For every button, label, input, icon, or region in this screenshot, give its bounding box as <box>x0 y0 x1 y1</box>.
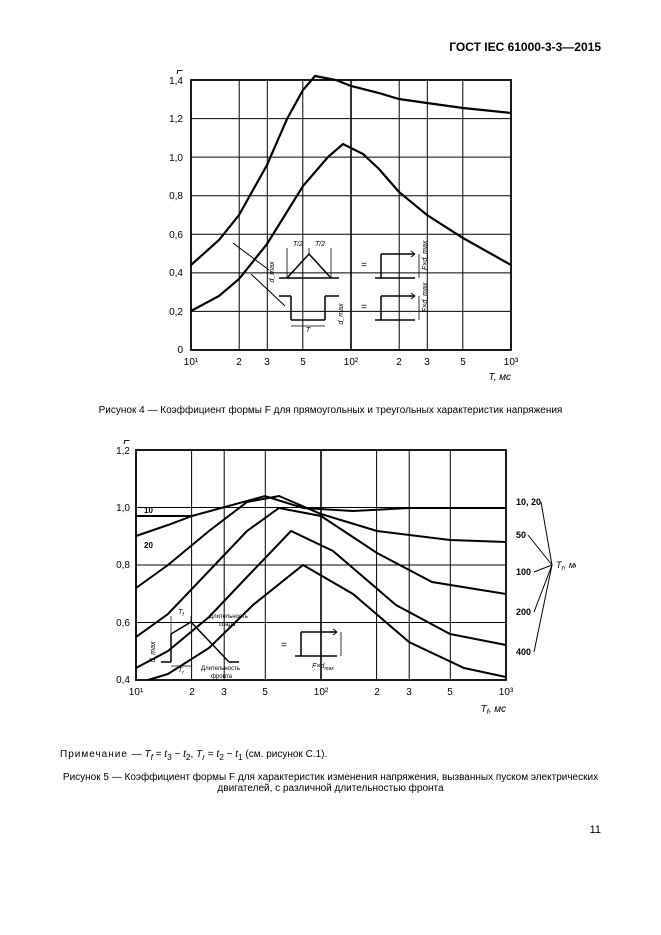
svg-text:10³: 10³ <box>498 687 513 698</box>
svg-text:T/2: T/2 <box>292 241 302 248</box>
svg-text:d_max: d_max <box>338 303 345 325</box>
svg-text:F×d_max: F×d_max <box>422 240 429 270</box>
svg-text:1,2: 1,2 <box>169 114 183 125</box>
svg-text:=: = <box>281 640 287 651</box>
figure-5-caption: Рисунок 5 — Коэффициент формы F для хара… <box>60 772 601 794</box>
svg-text:F: F <box>123 440 131 447</box>
svg-text:Tr, мс: Tr, мс <box>556 560 576 572</box>
svg-text:5: 5 <box>262 687 268 698</box>
svg-text:0,8: 0,8 <box>116 560 130 571</box>
svg-text:0,6: 0,6 <box>169 230 183 241</box>
svg-text:1,0: 1,0 <box>116 503 130 514</box>
svg-text:0,4: 0,4 <box>116 675 130 686</box>
svg-text:1,2: 1,2 <box>116 446 130 457</box>
svg-text:спада: спада <box>219 622 236 628</box>
svg-text:2: 2 <box>396 357 402 368</box>
svg-text:Tf: Tf <box>178 609 184 618</box>
svg-text:5: 5 <box>460 357 466 368</box>
svg-text:3: 3 <box>221 687 227 698</box>
svg-text:10³: 10³ <box>503 357 518 368</box>
svg-text:5: 5 <box>447 687 453 698</box>
svg-text:400: 400 <box>516 647 531 657</box>
svg-text:0,6: 0,6 <box>116 618 130 629</box>
svg-text:F: F <box>176 70 184 77</box>
svg-text:10²: 10² <box>313 687 328 698</box>
figure-5-chart: 0,4 0,6 0,8 1,0 1,2 F 10¹ 2 3 5 10² 2 3 … <box>60 440 601 733</box>
svg-text:F×d_max: F×d_max <box>422 282 429 312</box>
svg-text:1,0: 1,0 <box>169 153 183 164</box>
svg-text:3: 3 <box>424 357 430 368</box>
note-label: Примечание <box>60 749 128 760</box>
svg-text:0,2: 0,2 <box>169 307 183 318</box>
svg-text:10²: 10² <box>343 357 358 368</box>
svg-text:=: = <box>361 302 367 313</box>
svg-text:d_max: d_max <box>150 641 157 663</box>
svg-text:3: 3 <box>264 357 270 368</box>
svg-text:Tf, мс: Tf, мс <box>480 704 505 716</box>
svg-text:Длительность: Длительность <box>201 666 240 672</box>
page-number: 11 <box>60 824 601 836</box>
svg-text:5: 5 <box>300 357 306 368</box>
svg-text:=: = <box>361 260 367 271</box>
svg-text:3: 3 <box>406 687 412 698</box>
svg-text:2: 2 <box>236 357 242 368</box>
svg-text:100: 100 <box>516 567 531 577</box>
svg-text:d_max: d_max <box>269 261 276 283</box>
svg-text:2: 2 <box>374 687 380 698</box>
svg-text:0,8: 0,8 <box>169 191 183 202</box>
svg-text:F×dmax: F×dmax <box>312 663 334 672</box>
figure-4-caption: Рисунок 4 — Коэффициент формы F для прям… <box>60 405 601 416</box>
svg-text:0: 0 <box>177 345 183 356</box>
svg-text:10: 10 <box>144 506 153 515</box>
figure-4-chart: 0 0,2 0,4 0,6 0,8 1,0 1,2 1,4 F 10¹ 2 3 … <box>60 70 601 393</box>
svg-text:1,4: 1,4 <box>169 76 183 87</box>
svg-text:Длительность: Длительность <box>209 614 248 620</box>
svg-text:10¹: 10¹ <box>183 357 198 368</box>
svg-text:T, мс: T, мс <box>488 372 511 383</box>
svg-text:50: 50 <box>516 530 526 540</box>
svg-text:200: 200 <box>516 607 531 617</box>
svg-text:10, 20: 10, 20 <box>516 497 541 507</box>
svg-text:фронта: фронта <box>211 674 233 680</box>
figure-5-note: Примечание — Tf = t3 − t2, Tr = t2 − t1 … <box>60 749 601 762</box>
svg-text:T: T <box>305 327 310 334</box>
svg-text:T/2: T/2 <box>314 241 324 248</box>
svg-text:20: 20 <box>144 541 153 550</box>
page-header: ГОСТ IEC 61000-3-3—2015 <box>60 40 601 54</box>
svg-text:0,4: 0,4 <box>169 268 183 279</box>
note-text: — Tf = t3 − t2, Tr = t2 − t1 (см. рисуно… <box>132 749 328 760</box>
svg-text:2: 2 <box>189 687 195 698</box>
svg-text:Tr: Tr <box>178 667 184 676</box>
svg-text:10¹: 10¹ <box>128 687 143 698</box>
